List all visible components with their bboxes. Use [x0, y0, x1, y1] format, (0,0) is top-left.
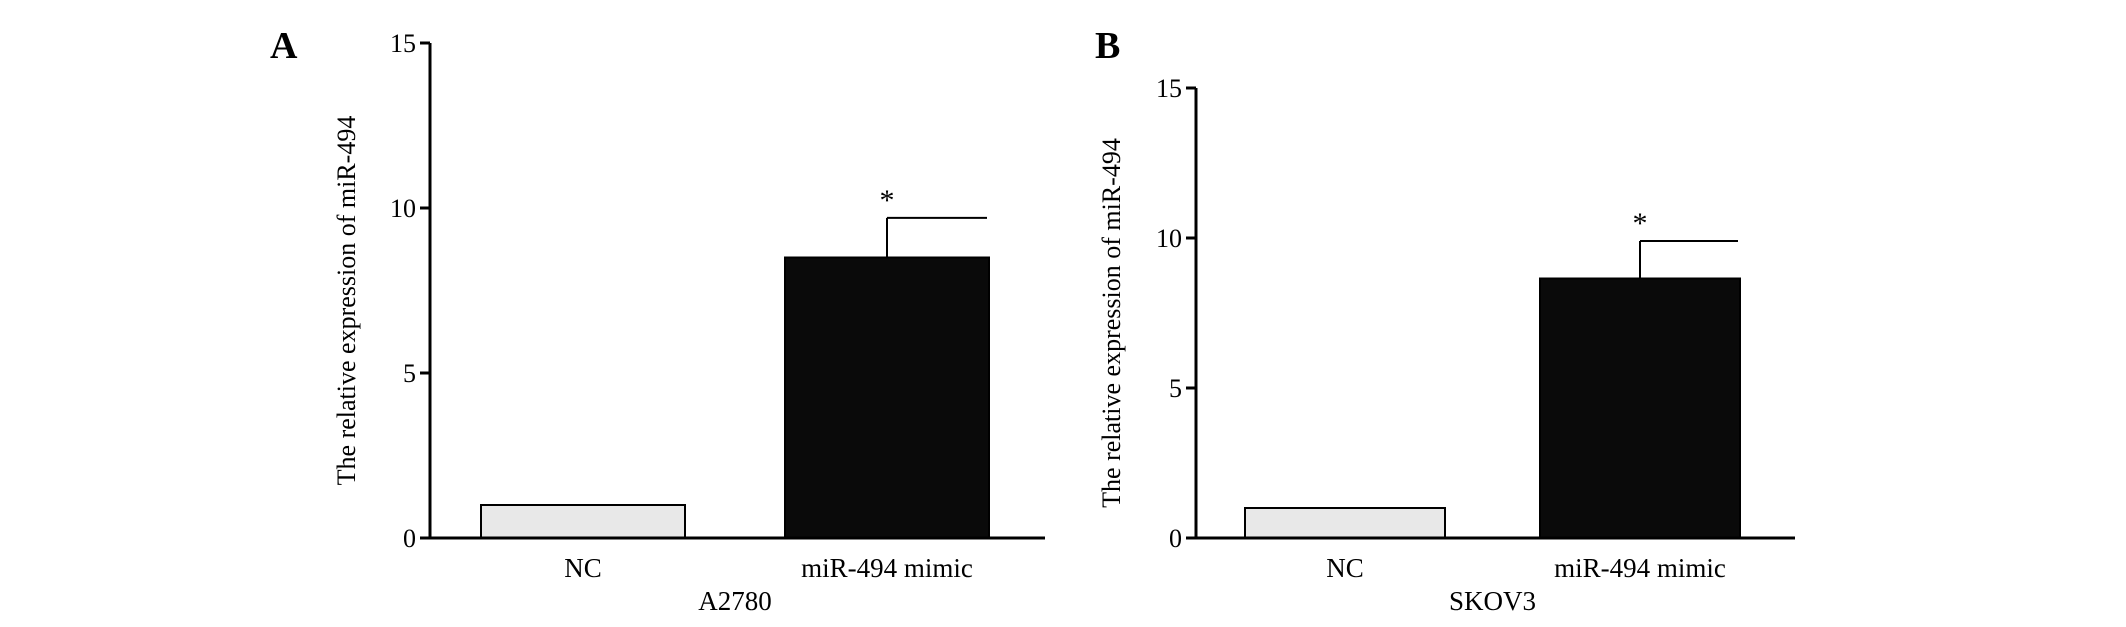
category-label-1: miR-494 mimic: [1554, 553, 1726, 583]
y-tick-label: 10: [1156, 224, 1182, 253]
category-label-0: NC: [564, 553, 602, 583]
y-tick-label: 15: [390, 29, 416, 58]
panel-letter: A: [270, 25, 298, 67]
panel-letter: B: [1095, 25, 1120, 67]
bar-1: [784, 256, 990, 539]
x-axis-title: A2780: [698, 586, 772, 616]
y-tick-label: 10: [390, 194, 416, 223]
y-tick-label: 5: [403, 359, 416, 388]
panel-a: A NC * miR-494 mimic 0 5 10 15 The relative expr…: [270, 25, 1045, 616]
significance-marker-1: *: [1633, 207, 1648, 240]
y-tick-label: 0: [1169, 524, 1182, 553]
category-label-0: NC: [1326, 553, 1364, 583]
category-label-1: miR-494 mimic: [801, 553, 973, 583]
panel-b: B NC * miR-494 mimic 0 5 10 15 The relative expr…: [1095, 25, 1795, 616]
y-tick-label: 0: [403, 524, 416, 553]
y-tick-label: 5: [1169, 374, 1182, 403]
y-tick-label: 15: [1156, 74, 1182, 103]
y-axis-title: The relative expression of miR-494: [332, 116, 361, 486]
x-axis-title: SKOV3: [1449, 586, 1536, 616]
bar-1: [1539, 277, 1741, 539]
bar-0: [1244, 507, 1446, 539]
y-axis-title: The relative expression of miR-494: [1097, 138, 1126, 508]
bar-0: [480, 504, 686, 539]
significance-marker-1: *: [880, 184, 895, 217]
